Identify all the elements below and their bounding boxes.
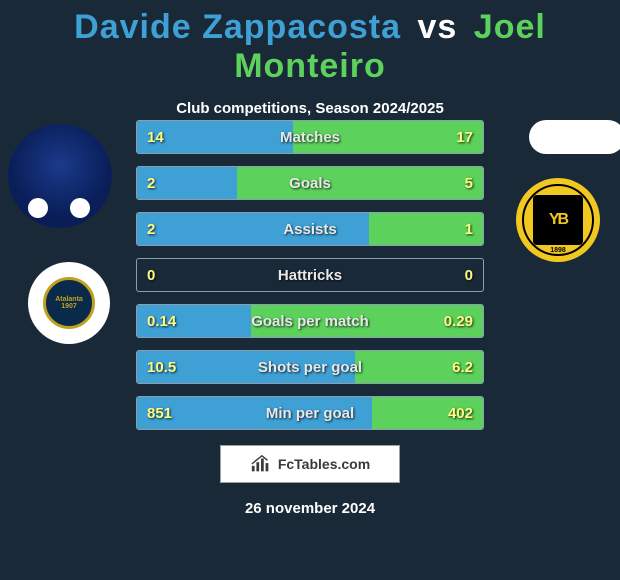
player1-photo bbox=[8, 124, 112, 228]
club1-badge-inner: Atalanta 1907 bbox=[43, 277, 95, 329]
footer-logo: FcTables.com bbox=[220, 445, 400, 483]
stat-value-right: 17 bbox=[423, 129, 483, 146]
club1-badge: Atalanta 1907 bbox=[28, 262, 110, 344]
footer-date: 26 november 2024 bbox=[0, 500, 620, 517]
stat-row: 10.5Shots per goal6.2 bbox=[136, 350, 484, 384]
stat-value-right: 6.2 bbox=[423, 359, 483, 376]
player1-name: Davide Zappacosta bbox=[74, 8, 401, 46]
stats-container: 14Matches17 2Goals5 2Assists1 0Hattricks0 0.… bbox=[136, 120, 484, 442]
stat-row: 2Goals5 bbox=[136, 166, 484, 200]
club1-name: Atalanta bbox=[55, 296, 83, 303]
chart-icon bbox=[250, 454, 272, 474]
stat-value-right: 1 bbox=[423, 221, 483, 238]
player2-photo bbox=[529, 120, 620, 154]
stat-value-right: 402 bbox=[423, 405, 483, 422]
club2-abbr: YB bbox=[533, 195, 583, 245]
vs-label: vs bbox=[418, 8, 458, 46]
stat-row: 0.14Goals per match0.29 bbox=[136, 304, 484, 338]
stat-row: 851Min per goal402 bbox=[136, 396, 484, 430]
subtitle: Club competitions, Season 2024/2025 bbox=[0, 100, 620, 117]
stat-value-right: 0.29 bbox=[423, 313, 483, 330]
club1-year: 1907 bbox=[61, 303, 77, 310]
stat-row: 2Assists1 bbox=[136, 212, 484, 246]
stat-value-right: 0 bbox=[423, 267, 483, 284]
stat-row: 14Matches17 bbox=[136, 120, 484, 154]
stat-value-right: 5 bbox=[423, 175, 483, 192]
club2-badge: YB bbox=[516, 178, 600, 262]
comparison-title: Davide Zappacosta vs Joel Monteiro bbox=[0, 0, 620, 86]
brand-text: FcTables.com bbox=[278, 456, 370, 472]
stat-row: 0Hattricks0 bbox=[136, 258, 484, 292]
